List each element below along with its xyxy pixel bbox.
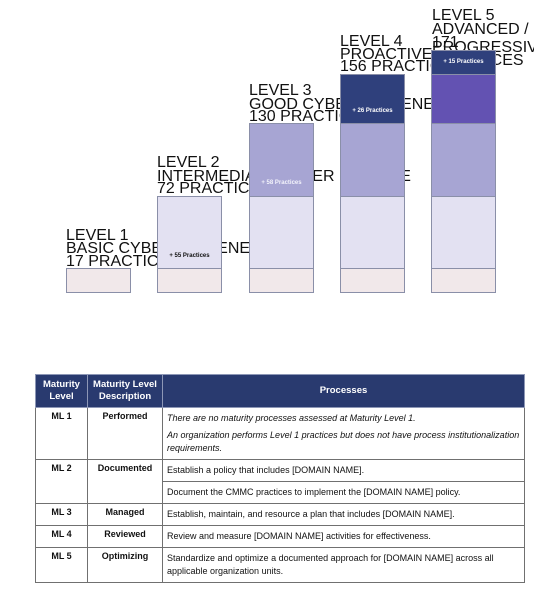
row-process: There are no maturity processes assessed… [162,407,525,427]
row-process: Establish a policy that includes [DOMAIN… [162,459,525,482]
row-description: Performed [87,407,163,460]
maturity-levels-diagram: LEVEL 1 BASIC CYBER HYGIENE 17 PRACTICES… [0,0,534,300]
level-4-bar-added: + 26 Practices [340,74,405,124]
row-description: Documented [87,459,163,504]
level-5-bar-l3 [431,123,496,197]
row-process: Establish, maintain, and resource a plan… [162,503,525,526]
level-4-bar-l3 [340,123,405,197]
level-3-added-label: + 58 Practices [261,180,302,186]
level-3-title: LEVEL 3 [249,82,312,99]
row-level: ML 5 [35,547,88,583]
level-5-bar-l2 [431,196,496,269]
table-row: ML 1 Performed There are no maturity pro… [35,407,525,460]
level-5-bar-base [431,268,496,293]
row-process: Standardize and optimize a documented ap… [162,547,525,583]
table-row: ML 2 Documented Establish a policy that … [35,459,525,504]
level-2-bar-base [157,268,222,293]
level-1-bar-base [66,268,131,293]
level-2-added-label: + 55 Practices [169,253,210,259]
level-3-bar-added: + 58 Practices [249,123,314,197]
table-row: ML 4 Reviewed Review and measure [DOMAIN… [35,525,525,548]
row-process: An organization performs Level 1 practic… [162,427,525,460]
row-process: Review and measure [DOMAIN NAME] activit… [162,525,525,548]
level-5-title: LEVEL 5 [432,7,495,24]
level-4-title: LEVEL 4 [340,33,403,50]
row-description: Optimizing [87,547,163,583]
level-4-subtitle: PROACTIVE [340,46,433,63]
header-description: Maturity Level Description [87,374,163,408]
level-4-bar-base [340,268,405,293]
row-description: Managed [87,503,163,526]
row-level: ML 4 [35,525,88,548]
level-5-bar-l4 [431,74,496,124]
row-description: Reviewed [87,525,163,548]
maturity-process-table: Maturity Level Maturity Level Descriptio… [35,374,525,583]
level-1-title: LEVEL 1 [66,227,129,244]
level-1-practices: 17 PRACTICES [66,253,180,270]
table-row: ML 5 Optimizing Standardize and optimize… [35,547,525,583]
level-5-added-label: + 15 Practices [443,59,484,65]
level-5-bar-added: + 15 Practices [431,50,496,75]
table-row: ML 3 Managed Establish, maintain, and re… [35,503,525,526]
header-processes: Processes [162,374,525,408]
row-process: Document the CMMC practices to implement… [162,481,525,504]
level-4-bar-l2 [340,196,405,269]
header-maturity-level: Maturity Level [35,374,88,408]
table-header-row: Maturity Level Maturity Level Descriptio… [35,374,525,408]
level-3-bar-l2 [249,196,314,269]
level-3-bar-base [249,268,314,293]
level-4-added-label: + 26 Practices [352,108,393,114]
level-2-practices: 72 PRACTICES [157,180,271,197]
level-2-title: LEVEL 2 [157,154,220,171]
row-level: ML 1 [35,407,88,460]
row-level: ML 2 [35,459,88,504]
row-level: ML 3 [35,503,88,526]
level-2-bar-added: + 55 Practices [157,196,222,269]
